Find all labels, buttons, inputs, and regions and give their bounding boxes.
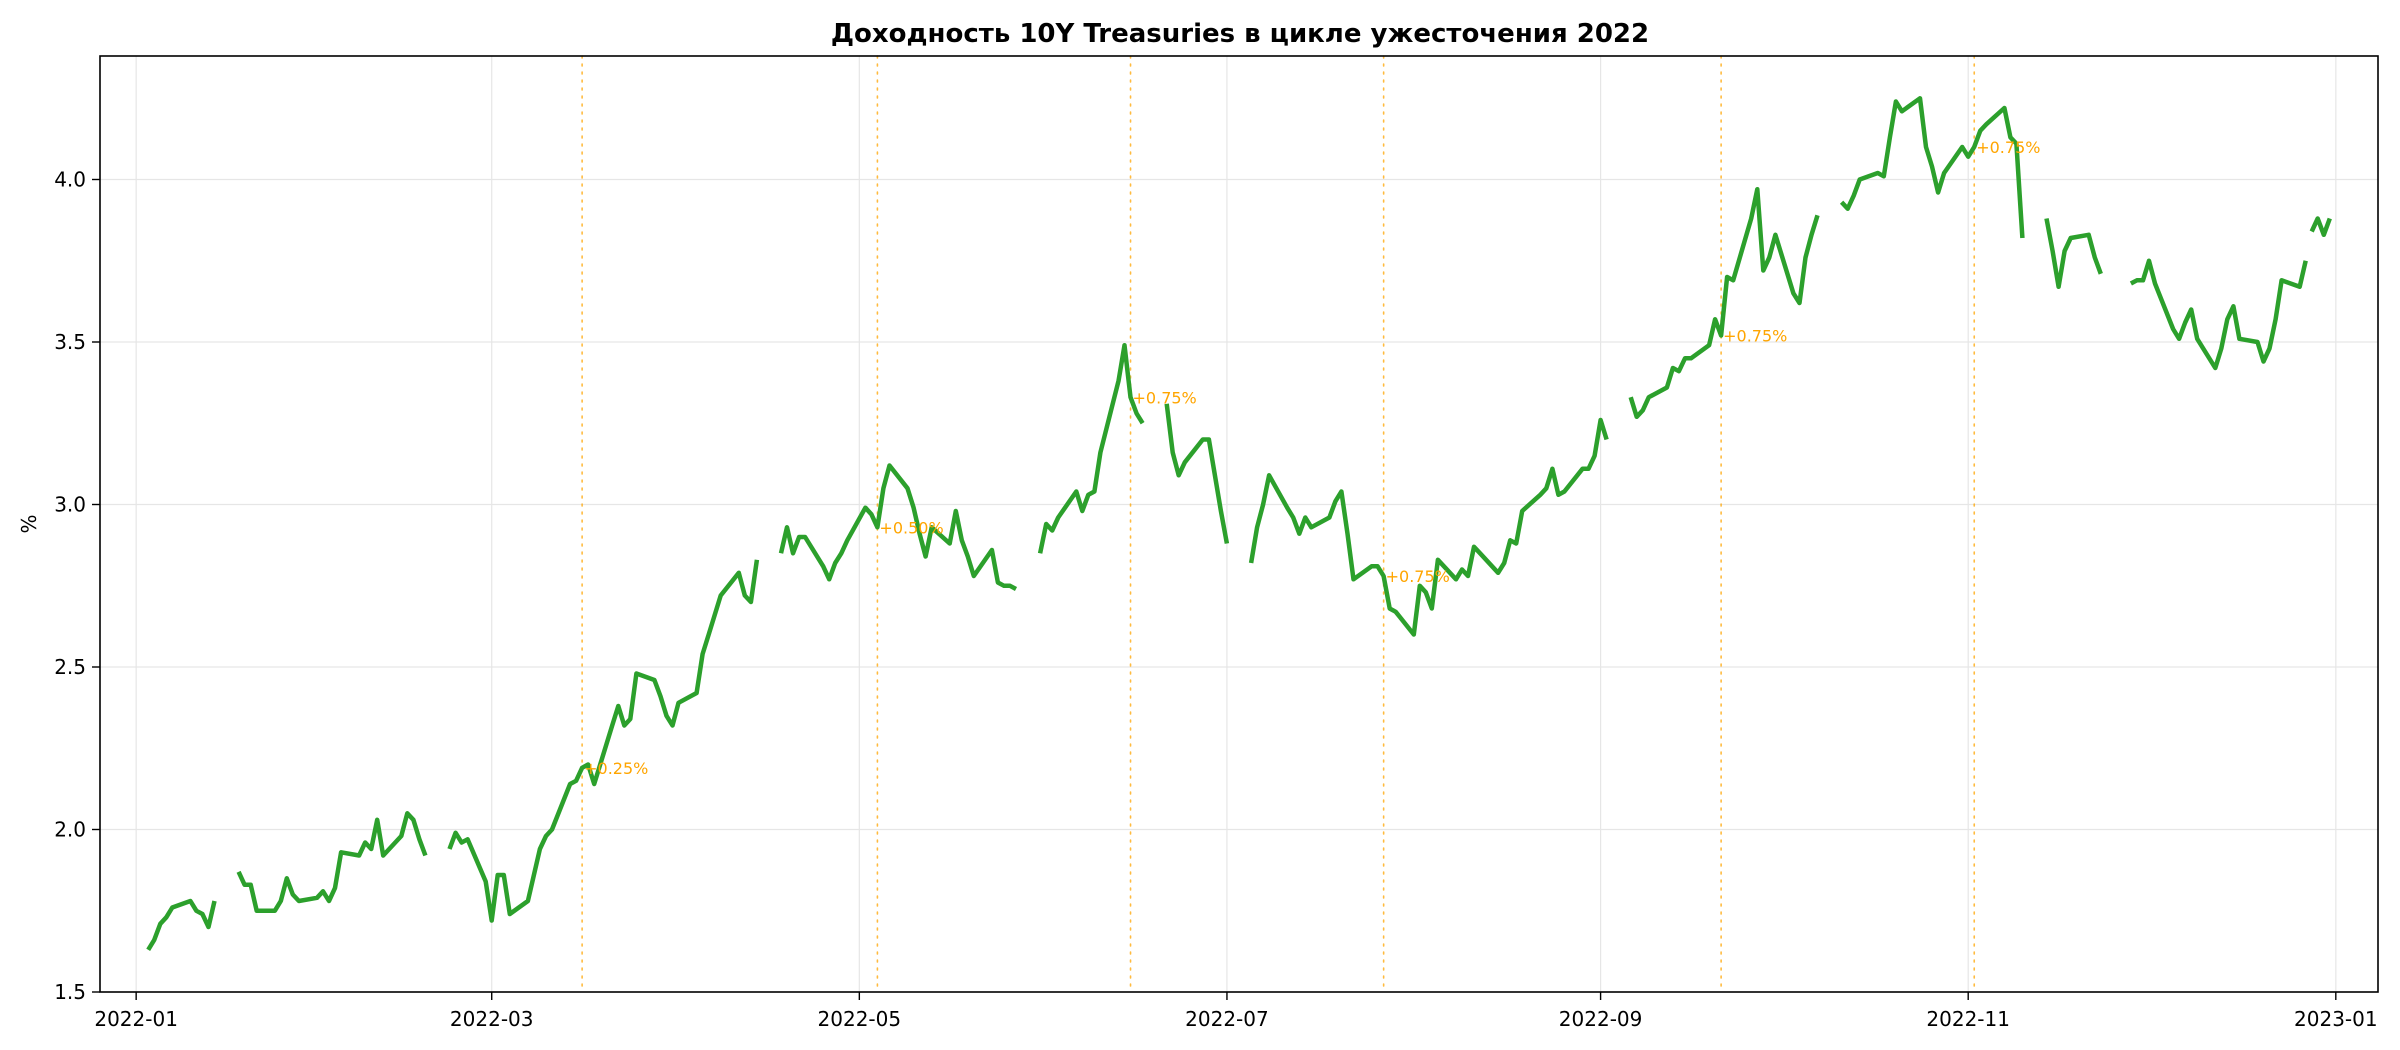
rate-hike-annotations: +0.25% +0.50% +0.75% +0.75% +0.75% +0.75%	[584, 138, 2040, 778]
y-axis: 1.5 2.0 2.5 3.0 3.5 4.0	[54, 168, 100, 1004]
series-line-segment	[1037, 342, 1145, 554]
rate-hike-markers	[581, 55, 1976, 993]
series-line-segment	[447, 559, 760, 923]
series-line-segment	[2129, 258, 2308, 371]
series-line-segment	[146, 898, 217, 951]
x-axis: 2022-01 2022-03 2022-05 2022-07 2022-09 2022-…	[94, 992, 2378, 1031]
x-tick-label: 2022-03	[450, 1007, 534, 1031]
series-line-segment	[2044, 218, 2103, 290]
y-tick-label: 2.0	[54, 818, 86, 842]
x-tick-label: 2022-09	[1559, 1007, 1643, 1031]
series-10y-yield	[146, 96, 2332, 951]
y-tick-label: 1.5	[54, 980, 86, 1004]
x-tick-label: 2022-11	[1926, 1007, 2010, 1031]
x-tick-label: 2022-05	[818, 1007, 902, 1031]
grid	[100, 56, 2378, 993]
series-line-segment	[2309, 216, 2332, 238]
x-tick-label: 2022-01	[94, 1007, 178, 1031]
y-tick-label: 4.0	[54, 168, 86, 192]
rate-hike-label: +0.25%	[584, 759, 648, 778]
rate-hike-label: +0.75%	[1133, 388, 1197, 407]
rate-hike-label: +0.75%	[1386, 567, 1450, 586]
y-axis-label: %	[17, 514, 41, 533]
series-line-segment	[1628, 186, 1820, 420]
series-line-segment	[236, 811, 428, 914]
chart-title: Доходность 10Y Treasuries в цикле ужесто…	[831, 19, 1649, 49]
y-tick-label: 2.5	[54, 655, 86, 679]
x-tick-label: 2023-01	[2294, 1007, 2378, 1031]
rate-hike-label: +0.75%	[1976, 138, 2040, 157]
y-tick-label: 3.5	[54, 330, 86, 354]
series-line-segment	[778, 463, 1018, 591]
series-line-segment	[1248, 417, 1609, 637]
series-line-segment	[1839, 96, 2025, 239]
x-tick-label: 2022-07	[1185, 1007, 1269, 1031]
plot-frame	[99, 55, 2379, 993]
rate-hike-label: +0.75%	[1723, 327, 1787, 346]
series-line-segment	[1164, 403, 1230, 544]
rate-hike-label: +0.50%	[879, 518, 943, 537]
y-tick-label: 3.0	[54, 493, 86, 517]
